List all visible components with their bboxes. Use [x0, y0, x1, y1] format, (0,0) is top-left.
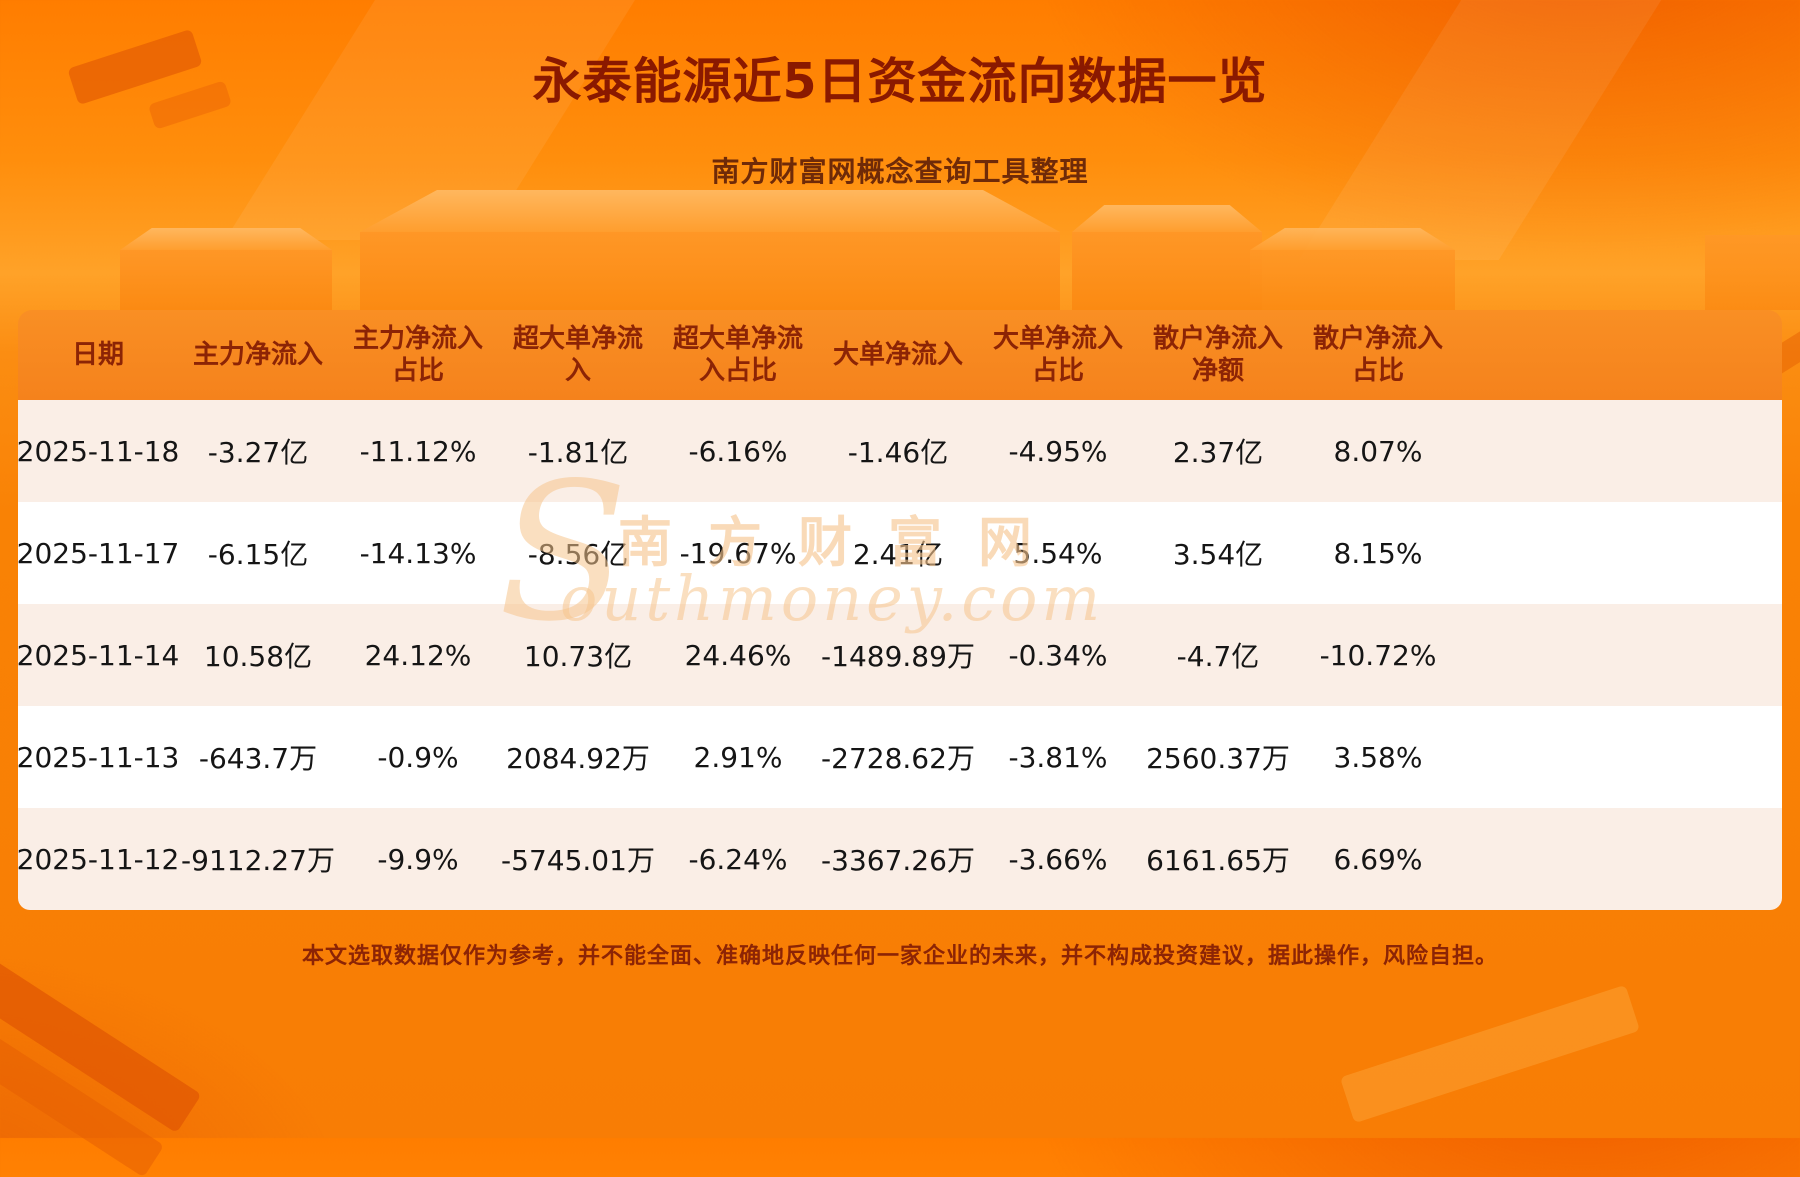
value-cell: -4.7亿	[1176, 640, 1260, 673]
table-header-row: 日期 主力净流入 主力净流入占比 超大单净流入 超大单净流入占比 大单净流入 大单净流入占比…	[18, 310, 1782, 400]
disclaimer-text: 本文选取数据仅作为参考，并不能全面、准确地反映任何一家企业的未来，并不构成投资建…	[301, 944, 1498, 969]
podium-far-right-top	[1250, 228, 1455, 250]
page-subtitle: 南方财富网概念查询工具整理	[711, 155, 1089, 188]
value-cell: 10.73亿	[523, 640, 633, 673]
value-cell: -3.81%	[1008, 740, 1108, 774]
podium-right-front	[1072, 232, 1262, 310]
value-cell: -3.66%	[1008, 842, 1108, 876]
value-cell: -1.81亿	[527, 436, 629, 469]
value-cell: -14.13%	[359, 536, 477, 570]
value-cell: -6.16%	[688, 434, 788, 468]
date-cell: 2025-11-12	[18, 842, 180, 876]
table-row: 2025-11-12 -9112.27万 -9.9% -5745.01万 -6.24% -…	[18, 808, 1782, 910]
podium-far-right-front	[1250, 250, 1455, 310]
date-cell: 2025-11-13	[18, 740, 180, 774]
value-cell: -1.46亿	[847, 436, 949, 469]
value-cell: -3367.26万	[821, 844, 975, 877]
table-row: 2025-11-18 -3.27亿 -11.12% -1.81亿 -6.16% -1.46…	[18, 400, 1782, 502]
date-cell: 2025-11-14	[18, 638, 180, 672]
value-cell: -10.72%	[1319, 638, 1437, 672]
column-header: 日期	[71, 339, 124, 370]
value-cell: -19.67%	[679, 536, 797, 570]
value-cell: 2084.92万	[506, 742, 650, 775]
value-cell: -4.95%	[1008, 434, 1108, 468]
value-cell: -643.7万	[198, 742, 318, 775]
value-cell: -5745.01万	[501, 844, 655, 877]
column-header: 超大单净流入	[512, 323, 643, 387]
light-streak-right	[1298, 0, 1662, 260]
value-cell: 8.07%	[1333, 434, 1423, 468]
table-row: 2025-11-13 -643.7万 -0.9% 2084.92万 2.91% -2728…	[18, 706, 1782, 808]
value-cell: 2.37亿	[1172, 436, 1264, 469]
value-cell: -6.24%	[688, 842, 788, 876]
podium-edge-right	[1705, 235, 1800, 310]
table-row: 2025-11-17 -6.15亿 -14.13% -8.56亿 -19.67% 2.41…	[18, 502, 1782, 604]
value-cell: 2.91%	[693, 740, 783, 774]
value-cell: -0.34%	[1008, 638, 1108, 672]
date-cell: 2025-11-18	[18, 434, 180, 468]
podium-left-top	[120, 228, 332, 250]
column-header: 超大单净流入占比	[672, 323, 803, 387]
podium-center-front	[360, 232, 1060, 310]
value-cell: -11.12%	[359, 434, 477, 468]
value-cell: -9.9%	[377, 842, 459, 876]
table-row: 2025-11-14 10.58亿 24.12% 10.73亿 24.46% -1489.…	[18, 604, 1782, 706]
value-cell: -1489.89万	[821, 640, 975, 673]
value-cell: 6161.65万	[1146, 844, 1290, 877]
value-cell: 5.54%	[1013, 536, 1103, 570]
value-cell: 24.46%	[684, 638, 792, 672]
fund-flow-table: 日期 主力净流入 主力净流入占比 超大单净流入 超大单净流入占比 大单净流入 大单净流入占比…	[18, 310, 1782, 910]
column-header: 主力净流入占比	[352, 323, 483, 387]
column-header: 散户净流入占比	[1312, 323, 1443, 387]
value-cell: 3.54亿	[1172, 538, 1264, 571]
column-header: 大单净流入	[832, 339, 963, 370]
value-cell: 8.15%	[1333, 536, 1423, 570]
podium-center-top	[360, 190, 1060, 232]
value-cell: 2560.37万	[1146, 742, 1290, 775]
value-cell: -9112.27万	[181, 844, 335, 877]
column-header: 主力净流入	[192, 339, 323, 370]
value-cell: 24.12%	[364, 638, 472, 672]
value-cell: -3.27亿	[207, 436, 309, 469]
page-title: 永泰能源近5日资金流向数据一览	[532, 53, 1268, 110]
date-cell: 2025-11-17	[18, 536, 180, 570]
podium-right-top	[1072, 205, 1262, 232]
streak-bottom-right	[1339, 984, 1641, 1124]
podium-left-front	[120, 250, 332, 310]
value-cell: -2728.62万	[821, 742, 975, 775]
value-cell: 2.41亿	[852, 538, 944, 571]
column-header: 大单净流入占比	[992, 323, 1123, 387]
value-cell: -0.9%	[377, 740, 459, 774]
table-body: 2025-11-18 -3.27亿 -11.12% -1.81亿 -6.16% -1.46…	[18, 400, 1782, 910]
value-cell: 3.58%	[1333, 740, 1423, 774]
column-header: 散户净流入净额	[1152, 323, 1283, 387]
value-cell: -6.15亿	[207, 538, 309, 571]
value-cell: 6.69%	[1333, 842, 1423, 876]
value-cell: 10.58亿	[203, 640, 313, 673]
value-cell: -8.56亿	[527, 538, 629, 571]
